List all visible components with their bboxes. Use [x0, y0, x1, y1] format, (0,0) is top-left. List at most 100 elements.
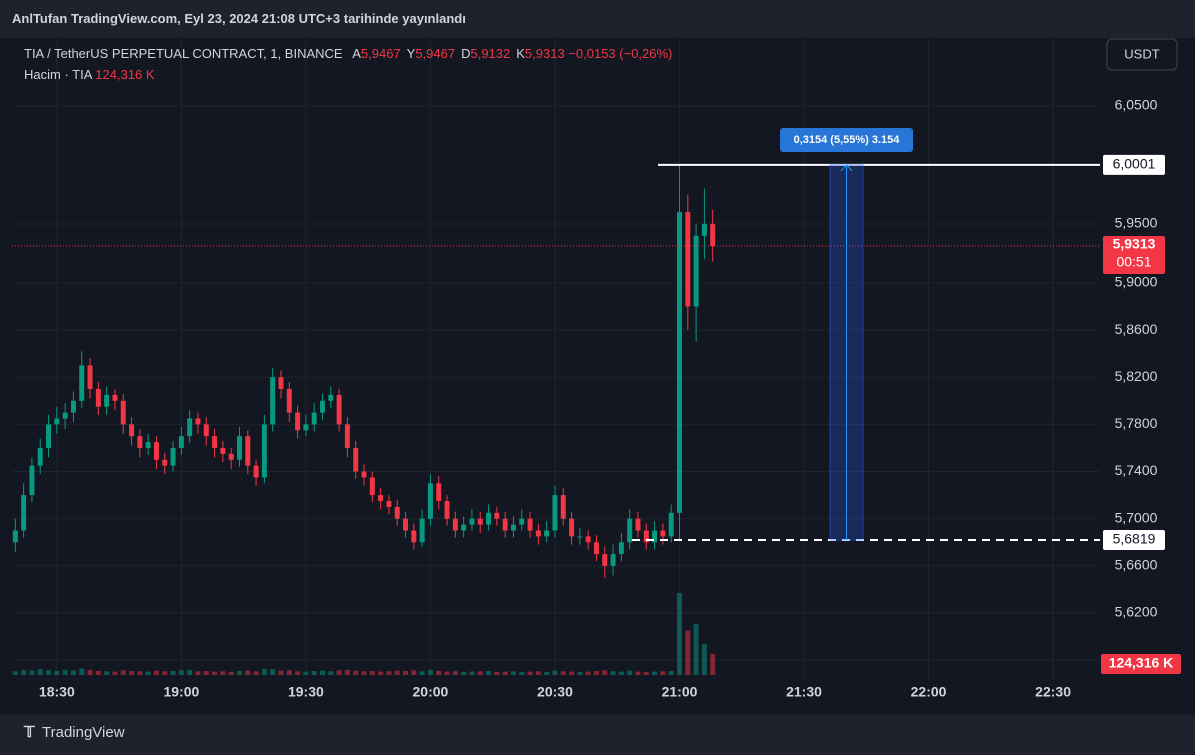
measure-arrow-head: [840, 164, 853, 172]
volume-bar: [419, 671, 425, 675]
volume-bar: [585, 671, 591, 675]
candle-body: [270, 377, 276, 425]
countdown: 00:51: [1116, 254, 1151, 270]
candle-body: [494, 512, 500, 519]
candle-body: [303, 424, 309, 431]
x-tick-label: 20:00: [413, 684, 449, 700]
volume-bar: [178, 670, 184, 675]
ohlc-value: 5,9132: [470, 46, 511, 61]
candle-body: [112, 394, 118, 401]
price-axis: [1100, 38, 1195, 715]
volume-bar: [203, 670, 209, 675]
volume-bar: [469, 671, 475, 675]
candle-body: [527, 518, 533, 531]
volume-bar: [643, 671, 649, 675]
measure-label-bg: [780, 128, 913, 152]
last-price-label: 5,9313: [1113, 236, 1156, 252]
candle-body: [120, 400, 126, 425]
candle-body: [627, 518, 633, 543]
candle-body: [162, 459, 168, 466]
change: −0,0153 (−0,26%): [568, 46, 673, 61]
volume-bar: [29, 670, 35, 675]
volume-bar: [153, 670, 159, 675]
volume-bar: [212, 671, 218, 675]
candle-body: [677, 212, 682, 513]
volume-bar: [79, 668, 85, 675]
volume-bar: [386, 671, 392, 675]
candle-body: [519, 518, 525, 525]
candle-body: [469, 518, 475, 525]
candle-body: [21, 495, 27, 531]
candle-body: [311, 412, 317, 425]
candle-body: [203, 424, 209, 437]
candle-body: [361, 471, 367, 478]
volume-bar: [353, 670, 359, 675]
volume-bar: [95, 670, 101, 675]
low-tag: [1103, 530, 1165, 551]
ohlc: A5,9467 Y5,9467 D5,9132 K5,9313: [346, 46, 564, 61]
candle-body: [685, 212, 691, 307]
volume-bar: [477, 671, 483, 675]
volume-bar: [544, 671, 550, 675]
candle-body: [29, 465, 35, 496]
candle-body: [693, 235, 699, 307]
candle-body: [137, 436, 143, 448]
volume-bar: [12, 671, 18, 675]
candle-body: [544, 530, 550, 537]
candle-body: [328, 394, 334, 401]
volume-bar: [369, 670, 375, 675]
volume-bar: [436, 670, 442, 675]
volume-bar: [577, 671, 583, 675]
candle-body: [560, 495, 566, 519]
volume-bar: [46, 670, 52, 675]
candle-body: [403, 518, 409, 531]
candle-body: [54, 418, 60, 425]
y-tick-label: 5,8200: [1115, 368, 1158, 384]
ohlc-key: A: [352, 46, 361, 61]
candle-body: [427, 483, 433, 519]
candle-body: [710, 223, 716, 246]
candle-body: [178, 436, 184, 448]
candle-body: [585, 536, 591, 543]
candle-body: [320, 400, 325, 413]
volume-bar: [104, 671, 110, 675]
x-tick-label: 21:30: [786, 684, 822, 700]
volume-name: Hacim · TIA: [24, 67, 92, 82]
candle-body: [652, 530, 658, 543]
x-tick-label: 19:30: [288, 684, 324, 700]
candle-body: [552, 495, 558, 531]
volume-bar: [286, 670, 292, 675]
candle-body: [253, 465, 259, 478]
candle-body: [220, 447, 226, 454]
volume-bar: [344, 669, 350, 675]
volume-bar: [295, 671, 301, 675]
candle-body: [95, 389, 101, 407]
chart-background: [0, 38, 1195, 715]
volume-bar: [311, 670, 317, 675]
volume-bar: [452, 671, 458, 675]
volume-bar: [652, 671, 658, 675]
volume-bar: [187, 669, 193, 675]
candle-body: [660, 530, 666, 537]
candle-body: [535, 530, 541, 537]
volume-bar: [693, 623, 699, 675]
ohlc-key: K: [516, 46, 525, 61]
volume-bar: [502, 671, 508, 675]
candle-body: [228, 453, 234, 460]
volume-bar: [54, 670, 60, 675]
volume-bar: [162, 671, 168, 675]
candle-body: [104, 394, 110, 407]
volume-bar: [145, 671, 151, 675]
logo-mark: 𝕋: [23, 724, 35, 741]
candle-body: [378, 495, 384, 502]
candle-body: [37, 447, 43, 466]
volume-bar: [37, 669, 43, 675]
volume-bar: [245, 670, 251, 675]
candle-body: [295, 412, 301, 431]
candle-body: [62, 412, 68, 419]
x-tick-label: 22:00: [911, 684, 947, 700]
ohlc-value: 5,9313: [524, 46, 565, 61]
currency-button[interactable]: [1106, 38, 1178, 71]
volume-bar: [129, 670, 135, 675]
